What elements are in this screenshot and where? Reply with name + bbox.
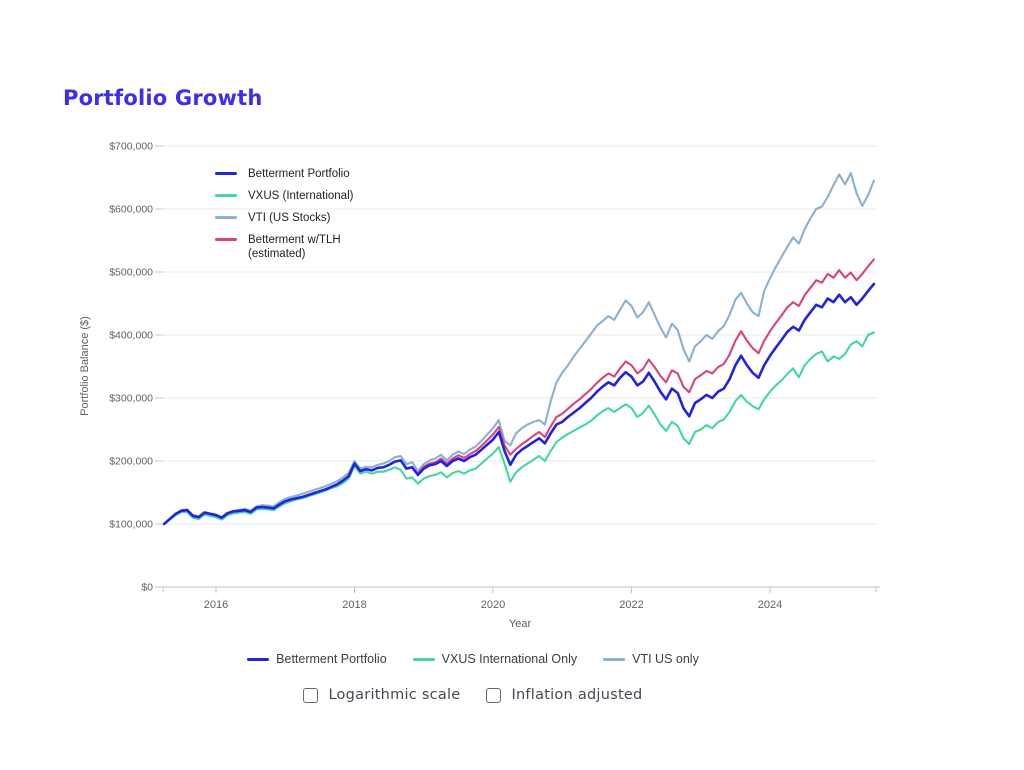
inflation-adjusted-checkbox[interactable]: Inflation adjusted bbox=[486, 687, 642, 703]
series-line-vti-us-stocks bbox=[163, 172, 875, 526]
checkbox-icon[interactable] bbox=[303, 687, 319, 703]
y-axis-title: Portfolio Balance ($) bbox=[79, 316, 91, 416]
bottom-legend-item-betterment[interactable]: Betterment Portfolio bbox=[247, 652, 387, 666]
checkbox-icon[interactable] bbox=[486, 687, 502, 703]
x-tick-label: 2018 bbox=[342, 599, 366, 611]
legend-swatch-vxus bbox=[215, 194, 237, 197]
checkbox-label: Inflation adjusted bbox=[511, 687, 643, 703]
legend-item-vti: VTI (US Stocks) bbox=[215, 211, 353, 225]
y-tick-label: $500,000 bbox=[109, 267, 153, 279]
y-tick-label: $600,000 bbox=[109, 204, 153, 216]
bottom-legend-item-vti[interactable]: VTI US only bbox=[603, 652, 699, 666]
series-line-betterment-w-tlh-estimated bbox=[416, 258, 875, 475]
legend-label: Betterment w/TLH (estimated) bbox=[248, 234, 341, 260]
y-tick-label: $200,000 bbox=[109, 456, 153, 468]
series-line-vxus-international bbox=[163, 331, 875, 526]
legend-swatch-vxus bbox=[412, 657, 435, 661]
legend-label: VXUS (International) bbox=[248, 190, 354, 202]
legend-swatch-betterment bbox=[247, 657, 270, 661]
legend-swatch-vti bbox=[603, 657, 626, 661]
x-tick-label: 2020 bbox=[481, 599, 505, 611]
logarithmic-scale-checkbox[interactable]: Logarithmic scale bbox=[303, 687, 460, 703]
y-tick-label: $0 bbox=[141, 582, 153, 594]
y-tick-label: $300,000 bbox=[109, 393, 153, 405]
x-axis-title: Year bbox=[508, 618, 532, 630]
chart-legend: Betterment Portfolio VXUS (International… bbox=[215, 167, 353, 269]
legend-label: VTI US only bbox=[632, 652, 699, 666]
legend-swatch-tlh bbox=[215, 238, 237, 241]
legend-label: Betterment Portfolio bbox=[276, 652, 387, 666]
x-tick-label: 2024 bbox=[758, 599, 782, 611]
checkbox-label: Logarithmic scale bbox=[328, 687, 461, 703]
bottom-legend: Betterment Portfolio VXUS International … bbox=[0, 652, 946, 666]
legend-label: VXUS International Only bbox=[441, 652, 578, 666]
x-tick-label: 2022 bbox=[619, 599, 643, 611]
y-tick-label: $100,000 bbox=[109, 519, 153, 531]
legend-label: VTI (US Stocks) bbox=[248, 212, 331, 224]
legend-label: Betterment Portfolio bbox=[248, 168, 350, 180]
legend-swatch-betterment bbox=[215, 172, 237, 175]
chart-options: Logarithmic scale Inflation adjusted bbox=[0, 687, 946, 703]
series-line-betterment-portfolio bbox=[162, 282, 876, 526]
legend-swatch-vti bbox=[215, 216, 237, 219]
y-tick-label: $700,000 bbox=[109, 141, 153, 153]
legend-item-tlh: Betterment w/TLH (estimated) bbox=[215, 233, 353, 261]
y-tick-label: $400,000 bbox=[109, 330, 153, 342]
bottom-legend-item-vxus[interactable]: VXUS International Only bbox=[412, 652, 578, 666]
x-tick-label: 2016 bbox=[204, 599, 228, 611]
legend-item-vxus: VXUS (International) bbox=[215, 189, 353, 203]
legend-item-betterment: Betterment Portfolio bbox=[215, 167, 353, 181]
page-title: Portfolio Growth bbox=[63, 86, 263, 110]
